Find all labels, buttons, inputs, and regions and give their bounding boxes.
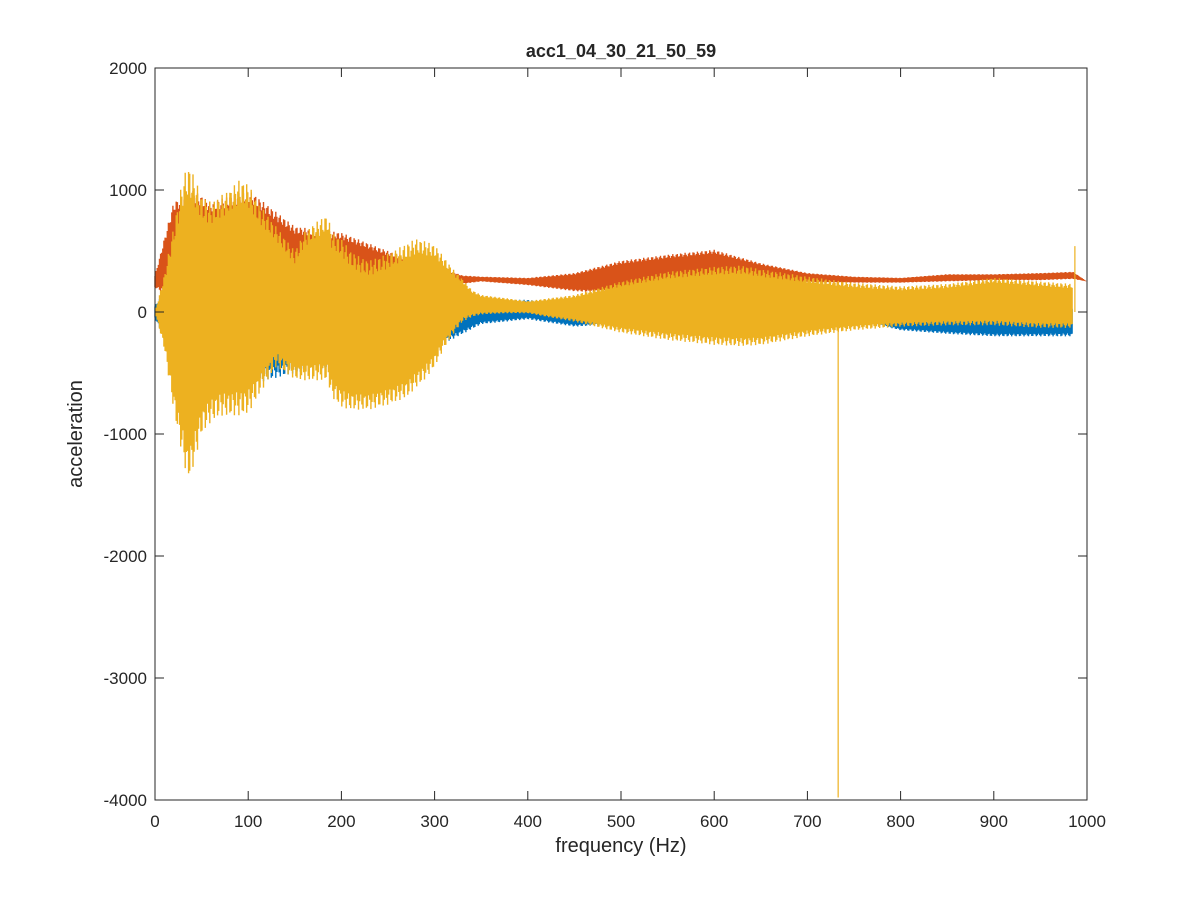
x-tick-label-2: 200 [327, 812, 355, 831]
x-axis-title: frequency (Hz) [555, 835, 686, 857]
series-3 [155, 172, 1073, 474]
x-tick-label-5: 500 [607, 812, 635, 831]
x-tick-label-7: 700 [793, 812, 821, 831]
x-tick-label-8: 800 [886, 812, 914, 831]
x-tick-label-6: 600 [700, 812, 728, 831]
y-tick-label-5: 1000 [109, 181, 147, 200]
x-tick-label-0: 0 [150, 812, 159, 831]
chart-title: acc1_04_30_21_50_59 [526, 41, 716, 61]
x-tick-label-1: 100 [234, 812, 262, 831]
y-tick-label-2: -2000 [104, 547, 147, 566]
x-tick-label-4: 400 [514, 812, 542, 831]
series-layer [154, 172, 1088, 798]
y-tick-label-1: -3000 [104, 669, 147, 688]
series-3-trace [155, 172, 1073, 474]
y-axis-title: acceleration [65, 380, 87, 488]
tick-layer: 0 100 200 300 400 500 600 700 800 900 1000 -4000 -30… [104, 59, 1106, 831]
x-tick-label-9: 900 [980, 812, 1008, 831]
y-tick-label-6: 2000 [109, 59, 147, 78]
x-tick-label-10: 1000 [1068, 812, 1106, 831]
y-tick-label-4: 0 [138, 303, 147, 322]
y-tick-label-3: -1000 [104, 425, 147, 444]
x-tick-label-3: 300 [420, 812, 448, 831]
plot-background [155, 68, 1087, 800]
y-tick-label-0: -4000 [104, 791, 147, 810]
